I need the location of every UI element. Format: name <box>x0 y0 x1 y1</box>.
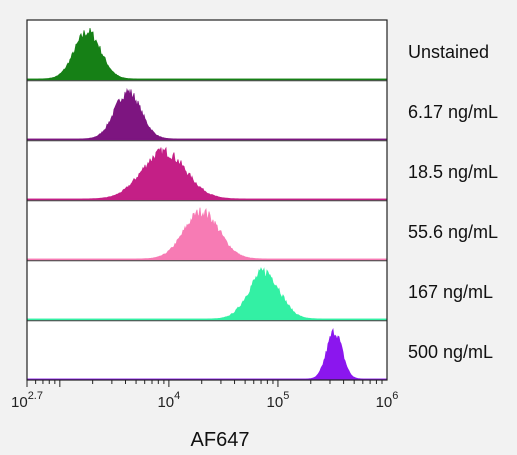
legend-label-0: Unstained <box>408 42 489 62</box>
x-tick-label-3: 106 <box>376 390 399 411</box>
x-tick-exponent: 2.7 <box>28 390 43 402</box>
x-axis: 102.7 104 105 106 <box>11 380 398 411</box>
x-tick-base: 10 <box>11 394 28 411</box>
x-tick-label-2: 105 <box>267 390 290 411</box>
legend-label-5: 500 ng/mL <box>408 342 493 362</box>
x-tick-exponent: 6 <box>392 390 398 402</box>
plot-frame <box>26 19 388 381</box>
x-tick-exponent: 4 <box>174 390 180 402</box>
x-tick-label-0: 102.7 <box>11 390 43 411</box>
legend-label-1: 6.17 ng/mL <box>408 102 498 122</box>
x-tick-label-1: 104 <box>157 390 180 411</box>
plot-area <box>26 19 388 381</box>
x-tick-base: 10 <box>376 394 393 411</box>
legend-label-4: 167 ng/mL <box>408 282 493 302</box>
legend: Unstained 6.17 ng/mL 18.5 ng/mL 55.6 ng/mL 1… <box>408 42 498 362</box>
legend-label-2: 18.5 ng/mL <box>408 162 498 182</box>
x-axis-label: AF647 <box>191 429 250 451</box>
x-tick-base: 10 <box>267 394 284 411</box>
legend-label-3: 55.6 ng/mL <box>408 222 498 242</box>
x-tick-exponent: 5 <box>283 390 289 402</box>
x-tick-base: 10 <box>157 394 174 411</box>
